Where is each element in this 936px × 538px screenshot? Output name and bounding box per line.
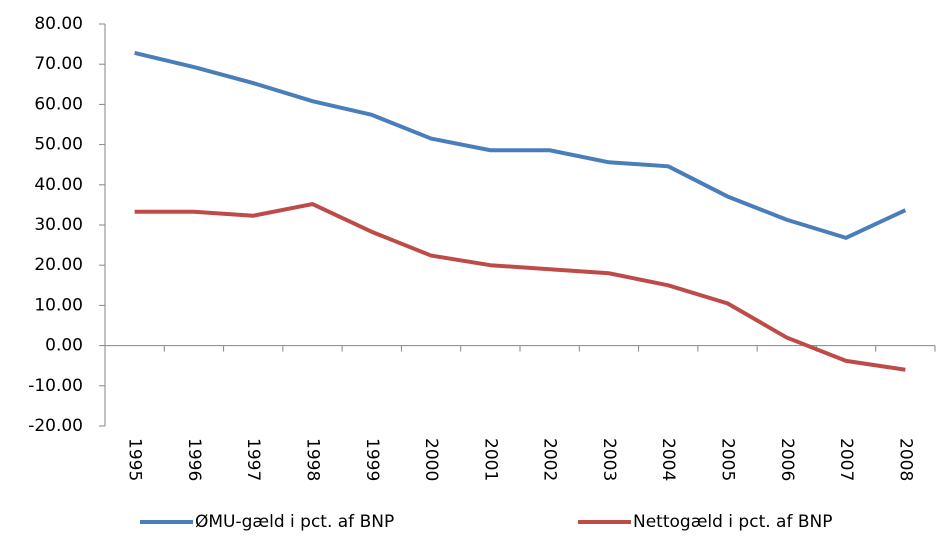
x-tick-label: 2007 (836, 438, 856, 481)
y-tick-label: 20.00 (34, 255, 83, 275)
legend-label: Nettogæld i pct. af BNP (633, 512, 832, 532)
x-tick-label: 2006 (777, 438, 797, 481)
y-tick-label: 50.00 (34, 135, 83, 155)
y-tick-label: 30.00 (34, 215, 83, 235)
y-tick-label: 10.00 (34, 295, 83, 315)
y-tick-label: -20.00 (28, 416, 83, 436)
y-tick-label: 80.00 (34, 14, 83, 34)
x-tick-label: 2004 (658, 438, 678, 481)
x-tick-label: 2001 (480, 438, 500, 481)
y-tick-label: 60.00 (34, 94, 83, 114)
y-tick-label: 70.00 (34, 54, 83, 74)
x-tick-label: 2003 (599, 438, 619, 481)
legend-label: ØMU-gæld i pct. af BNP (195, 512, 394, 532)
x-tick-label: 2008 (895, 438, 915, 481)
x-tick-label: 2000 (421, 438, 441, 481)
x-tick-label: 1999 (362, 438, 382, 481)
x-tick-label: 1997 (243, 438, 263, 481)
x-tick-label: 2005 (718, 438, 738, 481)
series-line (134, 202, 906, 372)
y-tick-label: -10.00 (28, 376, 83, 396)
x-tick-label: 1998 (303, 438, 323, 481)
x-tick-label: 1995 (125, 438, 145, 481)
y-tick-label: 0.00 (45, 336, 83, 356)
x-tick-label: 2002 (540, 438, 560, 481)
y-tick-label: 40.00 (34, 175, 83, 195)
series-line (134, 50, 907, 240)
x-tick-label: 1996 (184, 438, 204, 481)
